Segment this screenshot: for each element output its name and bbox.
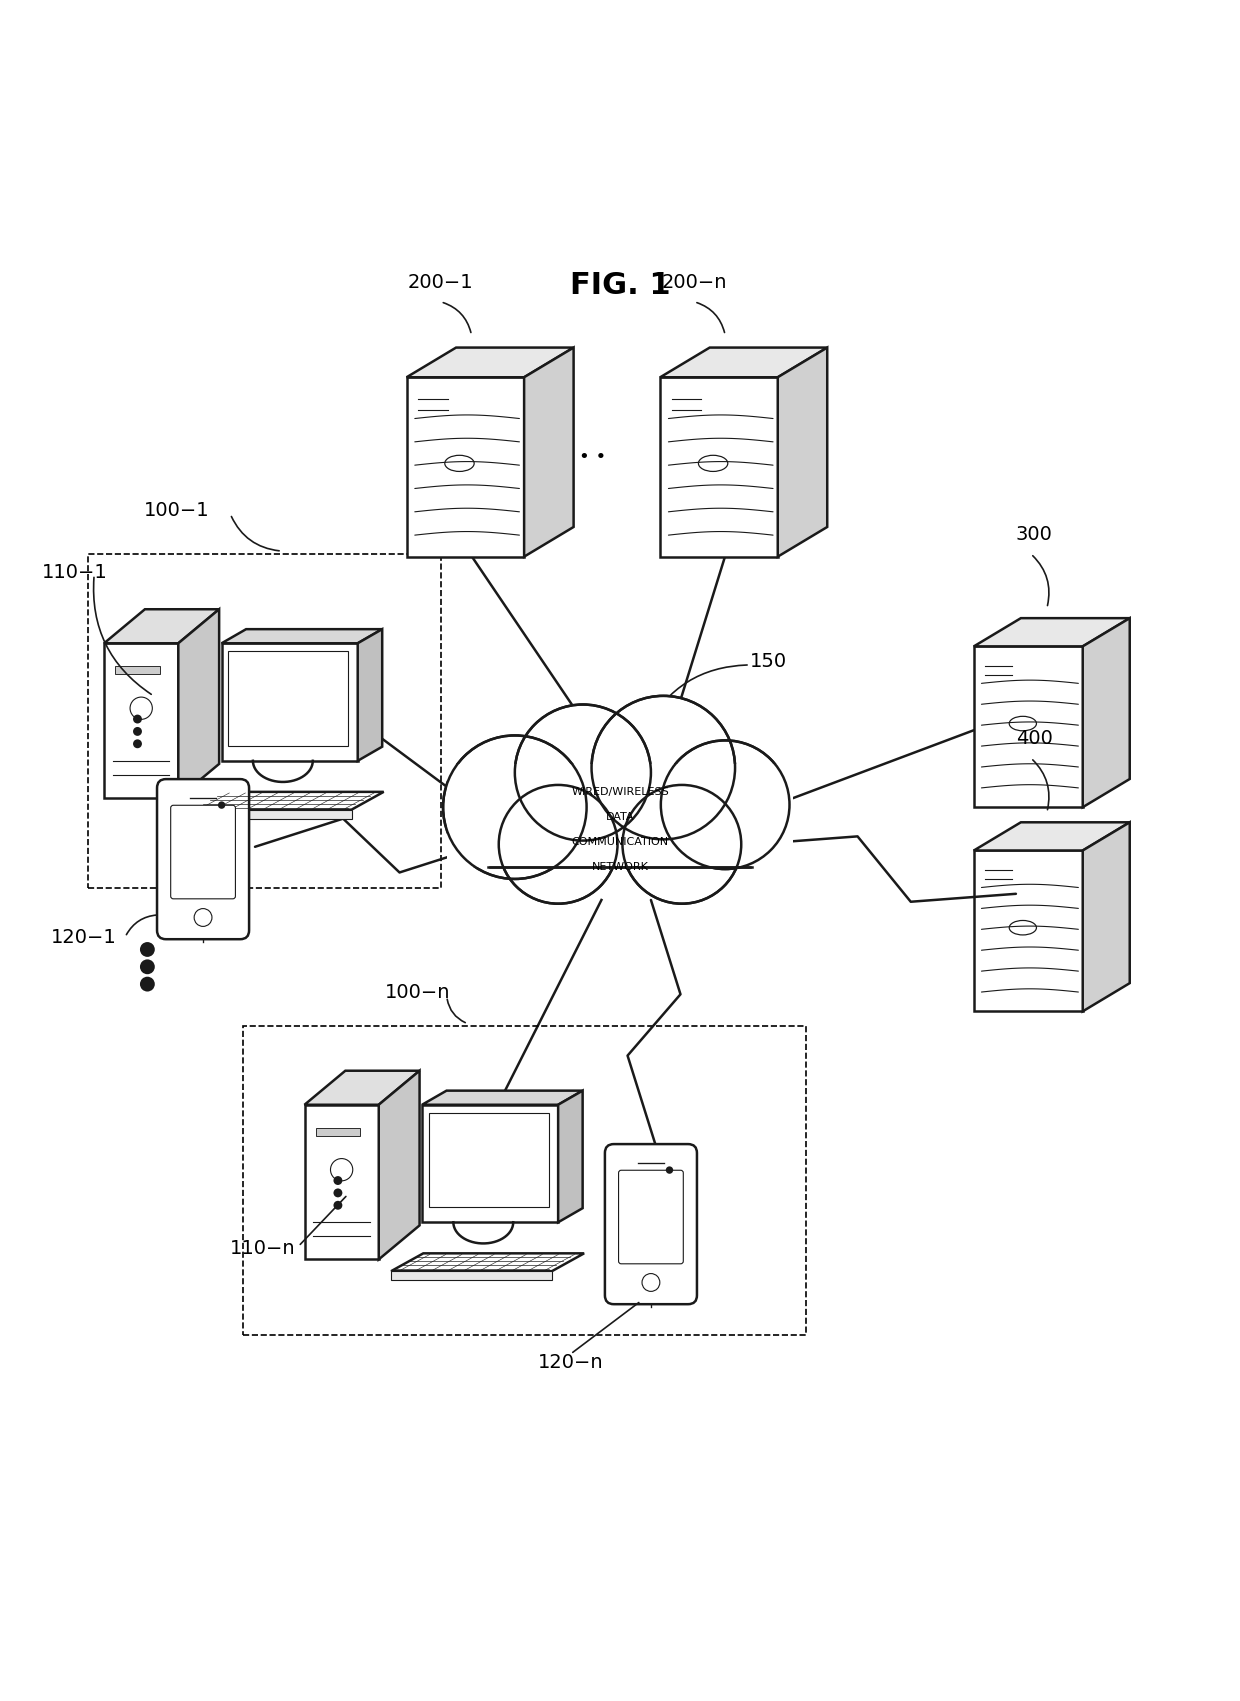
Polygon shape — [378, 1070, 419, 1259]
Text: 400: 400 — [1016, 730, 1053, 748]
Text: 300: 300 — [1016, 526, 1053, 544]
Text: WIRED/WIRELESS: WIRED/WIRELESS — [572, 788, 668, 798]
Polygon shape — [446, 764, 794, 866]
Polygon shape — [973, 822, 1130, 850]
Polygon shape — [525, 347, 574, 556]
Circle shape — [133, 714, 141, 723]
Circle shape — [591, 696, 735, 839]
Circle shape — [133, 726, 141, 737]
Polygon shape — [422, 1090, 583, 1104]
Text: 200−n: 200−n — [661, 272, 727, 293]
Text: DATA: DATA — [606, 811, 634, 822]
Polygon shape — [407, 378, 525, 556]
Text: 110−n: 110−n — [231, 1240, 296, 1259]
Polygon shape — [1083, 617, 1130, 808]
Circle shape — [498, 784, 618, 903]
Polygon shape — [973, 617, 1130, 646]
Text: 110−1: 110−1 — [42, 563, 108, 582]
FancyBboxPatch shape — [157, 779, 249, 939]
Polygon shape — [222, 643, 357, 760]
Circle shape — [140, 942, 155, 958]
Text: 150: 150 — [750, 651, 787, 670]
Circle shape — [661, 740, 790, 869]
FancyBboxPatch shape — [605, 1145, 697, 1305]
Polygon shape — [191, 793, 383, 810]
Text: COMMUNICATION: COMMUNICATION — [572, 837, 668, 847]
Polygon shape — [973, 646, 1083, 808]
Polygon shape — [660, 347, 827, 378]
Circle shape — [334, 1189, 342, 1198]
Polygon shape — [391, 1271, 552, 1281]
Text: FIG. 1: FIG. 1 — [569, 272, 671, 301]
Circle shape — [133, 740, 141, 748]
Polygon shape — [777, 347, 827, 556]
Text: NETWORK: NETWORK — [591, 862, 649, 871]
Polygon shape — [191, 810, 351, 818]
Polygon shape — [104, 643, 179, 798]
Polygon shape — [422, 1104, 558, 1223]
Polygon shape — [228, 651, 348, 745]
Text: 120−n: 120−n — [538, 1354, 604, 1373]
Circle shape — [140, 976, 155, 992]
Circle shape — [443, 735, 587, 879]
Circle shape — [666, 1167, 673, 1174]
FancyBboxPatch shape — [619, 1170, 683, 1264]
Polygon shape — [357, 629, 382, 760]
Circle shape — [515, 704, 651, 840]
Text: • •: • • — [579, 447, 606, 466]
Circle shape — [218, 801, 226, 808]
Polygon shape — [660, 378, 777, 556]
Polygon shape — [558, 1090, 583, 1223]
Text: 200−1: 200−1 — [408, 272, 474, 293]
Polygon shape — [407, 347, 574, 378]
Polygon shape — [316, 1128, 360, 1136]
Circle shape — [140, 959, 155, 975]
Text: 120−1: 120−1 — [51, 927, 117, 946]
Polygon shape — [1083, 822, 1130, 1012]
FancyBboxPatch shape — [171, 805, 236, 898]
Polygon shape — [429, 1112, 548, 1208]
Polygon shape — [179, 609, 219, 798]
Circle shape — [334, 1175, 342, 1186]
Text: 100−n: 100−n — [384, 983, 450, 1002]
Polygon shape — [973, 850, 1083, 1012]
Polygon shape — [115, 667, 160, 674]
Polygon shape — [305, 1104, 378, 1259]
Circle shape — [622, 784, 742, 903]
Text: 100−1: 100−1 — [144, 500, 210, 521]
Polygon shape — [484, 844, 756, 869]
Polygon shape — [104, 609, 219, 643]
Polygon shape — [305, 1070, 419, 1104]
Polygon shape — [446, 764, 794, 866]
Polygon shape — [222, 629, 382, 643]
Polygon shape — [391, 1254, 584, 1271]
Circle shape — [334, 1201, 342, 1209]
